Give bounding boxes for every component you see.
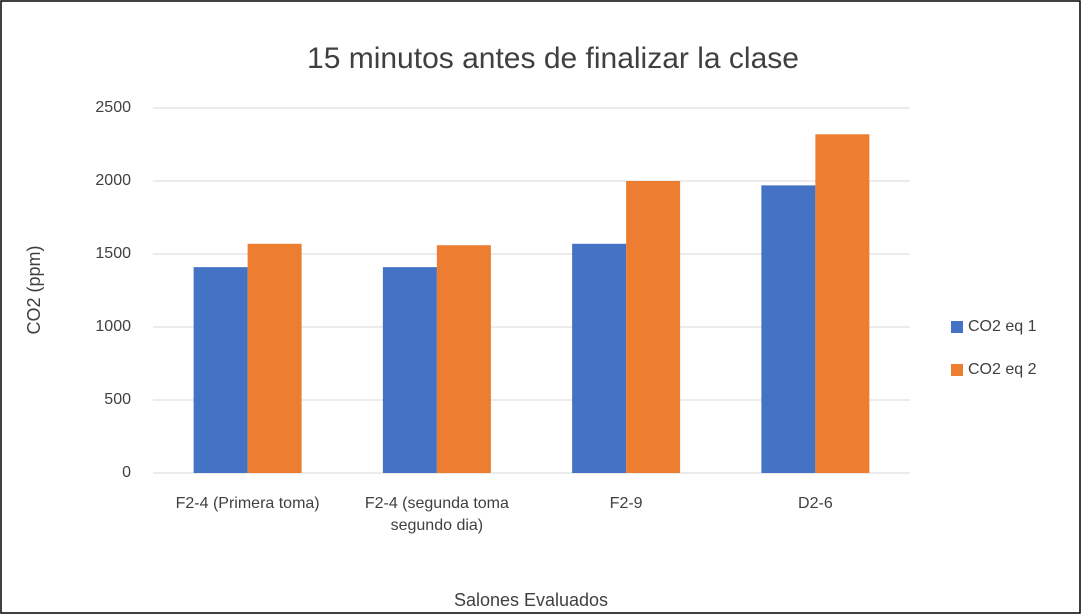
y-axis-label: CO2 (ppm) <box>24 245 44 334</box>
x-tick-label-box: F2-4 (Primera toma) <box>175 495 320 512</box>
bar <box>436 245 491 473</box>
bar <box>382 267 437 473</box>
bar <box>761 185 816 473</box>
y-tick-label: 500 <box>104 391 131 408</box>
x-tick-label-box: F2-4 (segunda toma segundo dia) <box>364 495 509 534</box>
chart-title: 15 minutos antes de finalizar la clase <box>307 42 799 75</box>
x-tick-label: D2-6 <box>798 495 833 512</box>
legend-label: CO2 eq 1 <box>968 318 1037 335</box>
y-tick-label: 2000 <box>95 172 131 189</box>
y-tick-label: 1500 <box>95 245 131 262</box>
bar <box>572 243 627 473</box>
legend-swatch <box>951 321 963 333</box>
x-axis-label: Salones Evaluados <box>454 590 608 610</box>
x-tick-label-box: D2-6 <box>798 495 833 512</box>
x-tick-label: F2-4 (Primera toma) <box>175 495 320 512</box>
bar <box>247 243 302 473</box>
legend-swatch <box>951 364 963 376</box>
bar <box>815 134 870 473</box>
bar <box>626 181 681 473</box>
x-tick-label-box: F2-9 <box>609 495 643 512</box>
bar <box>193 267 248 473</box>
x-tick-label: F2-9 <box>609 495 643 512</box>
y-tick-label: 0 <box>122 464 131 481</box>
y-tick-label: 1000 <box>95 318 131 335</box>
x-tick-label: F2-4 (segunda toma segundo dia) <box>364 495 509 534</box>
y-tick-label: 2500 <box>95 99 131 116</box>
legend-label: CO2 eq 2 <box>968 361 1037 378</box>
